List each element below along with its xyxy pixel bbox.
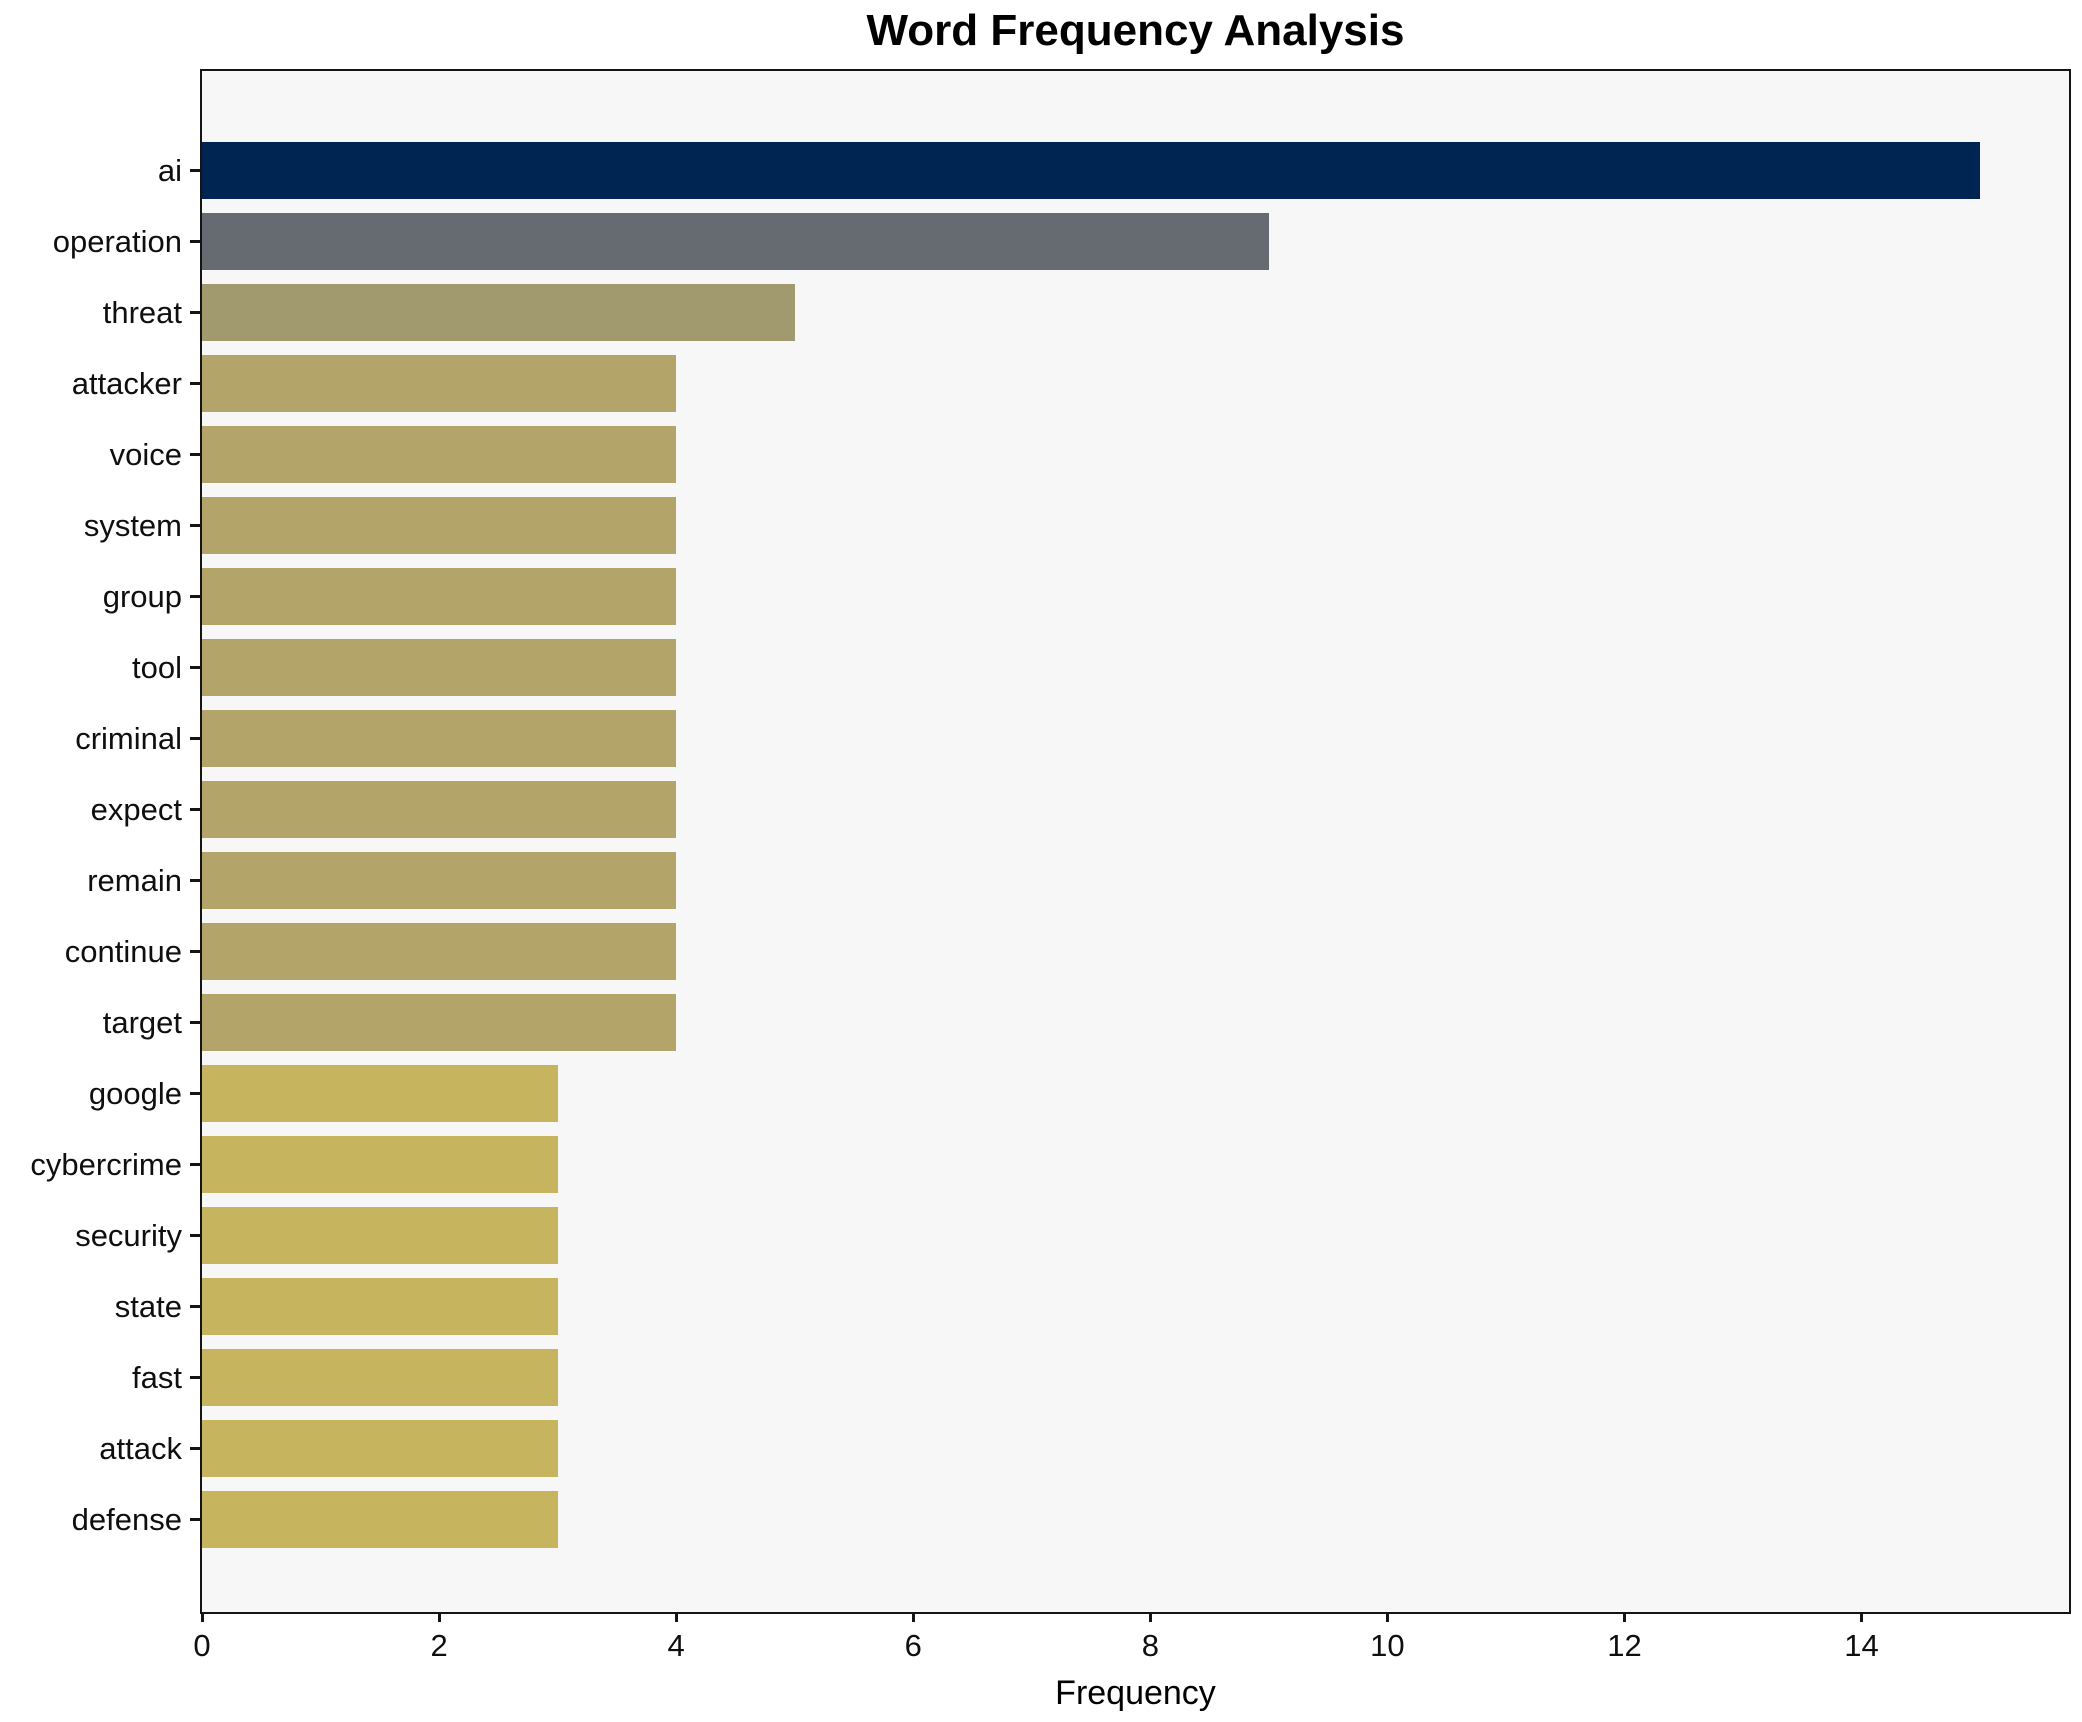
bar-continue — [202, 923, 677, 980]
y-tick-label-criminal: criminal — [75, 720, 182, 756]
y-tick-attack — [190, 1447, 200, 1450]
x-tick-12 — [1622, 1612, 1626, 1622]
y-tick-label-cybercrime: cybercrime — [30, 1146, 182, 1182]
y-tick-label-tool: tool — [132, 649, 182, 685]
y-tick-security — [190, 1234, 200, 1237]
y-tick-label-group: group — [102, 578, 182, 614]
y-tick-label-defense: defense — [71, 1501, 182, 1537]
x-tick-14 — [1860, 1612, 1864, 1622]
y-tick-system — [190, 524, 200, 527]
bar-criminal — [202, 710, 677, 767]
y-tick-label-google: google — [88, 1075, 182, 1111]
y-tick-state — [190, 1305, 200, 1308]
bar-attacker — [202, 355, 677, 412]
x-tick-0 — [200, 1612, 204, 1622]
bar-operation — [202, 213, 1269, 270]
y-tick-group — [190, 595, 200, 598]
x-tick-label-8: 8 — [1141, 1628, 1159, 1663]
bar-google — [202, 1065, 558, 1122]
y-tick-cybercrime — [190, 1163, 200, 1166]
chart-title: Word Frequency Analysis — [866, 6, 1405, 55]
bar-threat — [202, 284, 795, 341]
bar-target — [202, 994, 677, 1051]
y-tick-label-operation: operation — [52, 223, 182, 259]
x-tick-6 — [911, 1612, 915, 1622]
x-tick-8 — [1148, 1612, 1152, 1622]
bar-security — [202, 1207, 558, 1264]
y-tick-label-expect: expect — [90, 791, 182, 827]
y-tick-label-attacker: attacker — [71, 365, 182, 401]
y-tick-label-ai: ai — [157, 152, 182, 188]
y-tick-label-continue: continue — [64, 933, 182, 969]
y-tick-label-fast: fast — [132, 1359, 182, 1395]
y-tick-google — [190, 1092, 200, 1095]
y-tick-defense — [190, 1518, 200, 1521]
y-tick-label-remain: remain — [87, 862, 182, 898]
x-tick-label-10: 10 — [1370, 1628, 1405, 1663]
y-tick-fast — [190, 1376, 200, 1379]
y-tick-criminal — [190, 737, 200, 740]
y-tick-label-security: security — [75, 1217, 182, 1253]
bar-expect — [202, 781, 677, 838]
x-tick-label-14: 14 — [1844, 1628, 1879, 1663]
x-tick-label-4: 4 — [667, 1628, 685, 1663]
bar-system — [202, 497, 677, 554]
bar-defense — [202, 1491, 558, 1548]
x-tick-label-12: 12 — [1607, 1628, 1642, 1663]
bar-fast — [202, 1349, 558, 1406]
y-tick-continue — [190, 950, 200, 953]
bar-attack — [202, 1420, 558, 1477]
x-axis-title: Frequency — [1055, 1674, 1216, 1712]
y-tick-label-state: state — [114, 1288, 182, 1324]
y-tick-threat — [190, 311, 200, 314]
bar-group — [202, 568, 677, 625]
y-tick-label-target: target — [102, 1004, 182, 1040]
bar-state — [202, 1278, 558, 1335]
x-tick-label-2: 2 — [430, 1628, 448, 1663]
y-tick-label-voice: voice — [109, 436, 182, 472]
y-tick-expect — [190, 808, 200, 811]
x-tick-2 — [437, 1612, 441, 1622]
bar-voice — [202, 426, 677, 483]
bar-cybercrime — [202, 1136, 558, 1193]
bar-ai — [202, 142, 1981, 199]
y-tick-ai — [190, 169, 200, 172]
y-tick-label-attack: attack — [99, 1430, 182, 1466]
bar-remain — [202, 852, 677, 909]
y-tick-label-system: system — [83, 507, 182, 543]
y-tick-tool — [190, 666, 200, 669]
x-tick-10 — [1385, 1612, 1389, 1622]
x-tick-label-0: 0 — [193, 1628, 211, 1663]
y-tick-label-threat: threat — [102, 294, 182, 330]
x-tick-4 — [674, 1612, 678, 1622]
y-tick-operation — [190, 240, 200, 243]
y-tick-voice — [190, 453, 200, 456]
y-tick-remain — [190, 879, 200, 882]
y-tick-target — [190, 1021, 200, 1024]
x-tick-label-6: 6 — [904, 1628, 922, 1663]
bar-tool — [202, 639, 677, 696]
y-tick-attacker — [190, 382, 200, 385]
